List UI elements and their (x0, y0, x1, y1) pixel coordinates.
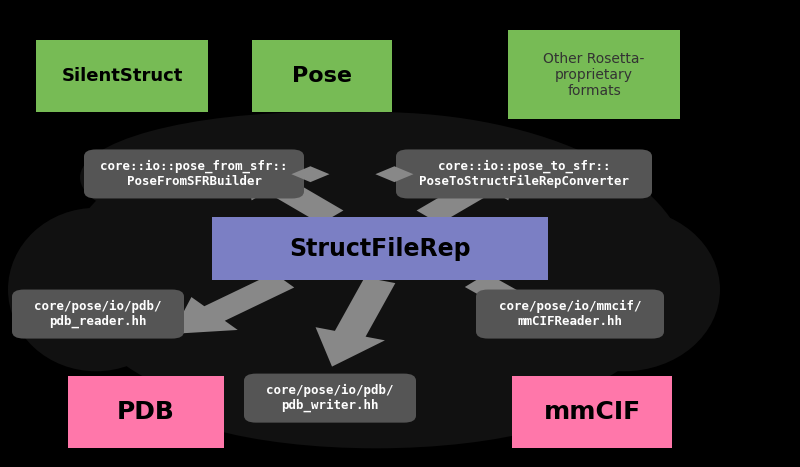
Bar (36, 40, 208, 112)
FancyBboxPatch shape (396, 149, 652, 198)
Bar (68, 376, 224, 448)
Ellipse shape (528, 208, 720, 371)
Bar (512, 376, 672, 448)
Polygon shape (244, 166, 343, 224)
Text: core::io::pose_to_sfr::
PoseToStructFileRepConverter: core::io::pose_to_sfr:: PoseToStructFile… (419, 160, 629, 188)
Bar (508, 30, 680, 119)
Text: SilentStruct: SilentStruct (62, 67, 182, 85)
Polygon shape (417, 166, 516, 224)
Ellipse shape (144, 318, 608, 448)
Text: core/pose/io/pdb/
pdb_writer.hh: core/pose/io/pdb/ pdb_writer.hh (266, 384, 394, 412)
Text: mmCIF: mmCIF (543, 400, 641, 424)
Ellipse shape (8, 208, 184, 371)
Polygon shape (375, 166, 414, 182)
FancyBboxPatch shape (84, 149, 304, 198)
FancyBboxPatch shape (476, 290, 664, 339)
Text: core/pose/io/pdb/
pdb_reader.hh: core/pose/io/pdb/ pdb_reader.hh (34, 300, 162, 328)
Polygon shape (315, 277, 395, 367)
Polygon shape (291, 166, 330, 182)
Ellipse shape (64, 112, 688, 430)
Bar (212, 217, 548, 280)
Bar (252, 40, 392, 112)
Text: PDB: PDB (117, 400, 175, 424)
Text: core::io::pose_from_sfr::
PoseFromSFRBuilder: core::io::pose_from_sfr:: PoseFromSFRBui… (100, 160, 288, 188)
FancyBboxPatch shape (12, 290, 184, 339)
Text: Other Rosetta-
proprietary
formats: Other Rosetta- proprietary formats (543, 51, 645, 98)
FancyBboxPatch shape (244, 374, 416, 423)
Polygon shape (172, 273, 294, 334)
Text: StructFileRep: StructFileRep (289, 237, 471, 261)
Polygon shape (465, 273, 572, 334)
Text: core/pose/io/mmcif/
mmCIFReader.hh: core/pose/io/mmcif/ mmCIFReader.hh (498, 300, 642, 328)
Text: Pose: Pose (292, 66, 352, 86)
Ellipse shape (80, 112, 560, 243)
